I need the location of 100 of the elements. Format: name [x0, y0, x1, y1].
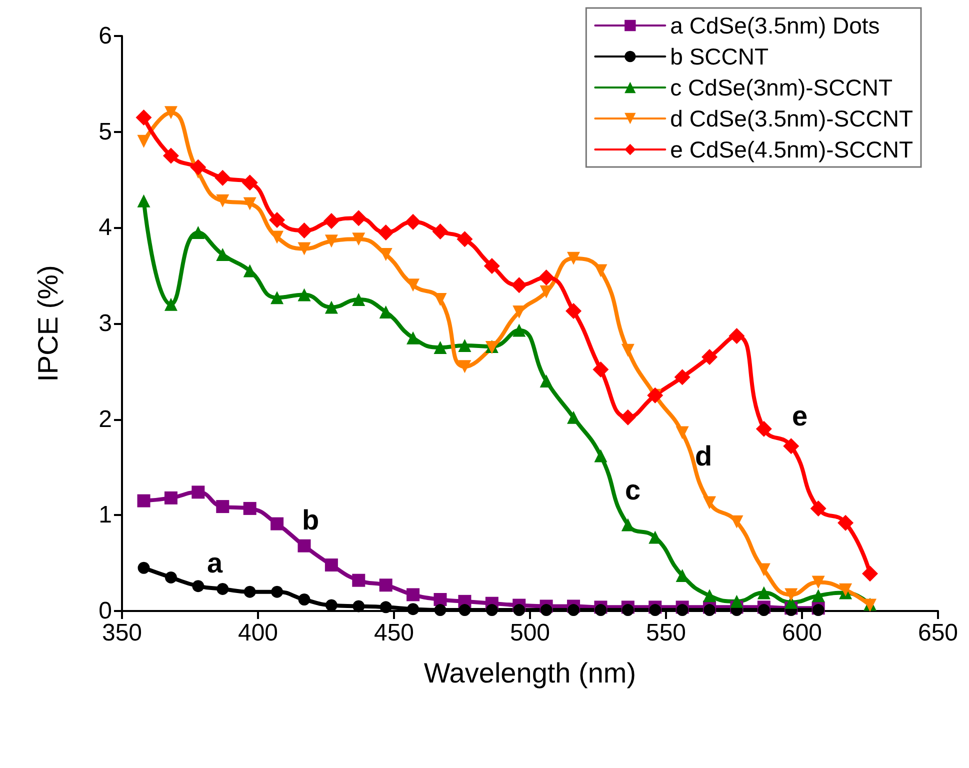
point [216, 500, 230, 514]
point [434, 593, 447, 606]
x-tick-label: 550 [646, 620, 686, 646]
y-tick-label: 2 [98, 406, 112, 433]
legend-label: e CdSe(4.5nm)-SCCNT [670, 136, 914, 162]
point [812, 576, 825, 589]
x-axis-title: Wavelength (nm) [424, 658, 636, 688]
point [567, 410, 580, 424]
point [704, 604, 716, 616]
point [352, 574, 366, 587]
point [214, 170, 231, 186]
point [352, 293, 366, 306]
y-tick-label: 3 [98, 310, 112, 337]
point [676, 426, 689, 440]
point [649, 604, 662, 616]
point [434, 293, 447, 306]
point [378, 224, 394, 240]
point [298, 539, 311, 552]
point [757, 563, 770, 576]
point [728, 328, 745, 344]
point [269, 212, 286, 228]
point [756, 420, 772, 437]
point [352, 232, 366, 246]
x-tick-label: 400 [238, 620, 278, 646]
point [758, 604, 770, 616]
point [702, 349, 718, 366]
point [812, 589, 825, 602]
y-tick-label: 4 [98, 214, 112, 242]
point [703, 589, 716, 602]
point [484, 258, 500, 274]
point [432, 224, 448, 240]
point [271, 586, 284, 598]
point [568, 604, 580, 616]
point [243, 502, 256, 515]
point [380, 601, 392, 614]
point [512, 324, 526, 337]
point [703, 496, 716, 510]
point [352, 600, 365, 612]
point [567, 252, 580, 265]
point [862, 566, 878, 582]
annotation: e [792, 400, 808, 432]
point [137, 494, 150, 508]
point [620, 409, 636, 426]
point [538, 270, 554, 286]
legend-label: c CdSe(3nm)-SCCNT [670, 74, 893, 100]
point [839, 583, 852, 596]
point [838, 514, 854, 531]
point [486, 604, 498, 616]
point [434, 604, 446, 616]
point [323, 212, 340, 229]
x-tick-label: 600 [782, 620, 822, 646]
point [298, 594, 310, 606]
point [810, 500, 826, 516]
point [216, 582, 229, 595]
point [406, 588, 420, 602]
x-tick-label: 500 [510, 620, 550, 646]
point [379, 578, 392, 592]
point [242, 174, 258, 191]
point [164, 491, 178, 504]
y-tick-label: 1 [98, 502, 112, 529]
point [243, 197, 256, 210]
x-tick-label: 450 [374, 620, 414, 646]
point [137, 134, 150, 148]
legend-label: a CdSe(3.5nm) Dots [670, 12, 880, 38]
point [456, 231, 473, 248]
point [350, 210, 367, 226]
point [164, 106, 178, 120]
point [676, 604, 688, 616]
point [511, 277, 528, 294]
point [162, 148, 179, 164]
point [784, 588, 798, 602]
x-tick-label: 650 [918, 620, 958, 646]
point [622, 604, 634, 616]
annotation: c [625, 474, 641, 506]
annotation: a [207, 548, 223, 578]
point [540, 285, 553, 298]
point [592, 362, 609, 378]
point [164, 571, 177, 584]
point [244, 586, 256, 598]
point [325, 599, 338, 612]
point [324, 558, 338, 572]
point [812, 604, 824, 616]
point [434, 340, 447, 354]
point [407, 603, 420, 616]
point [594, 264, 608, 278]
point [757, 586, 770, 600]
point [270, 517, 284, 530]
point [324, 300, 338, 314]
point [138, 562, 150, 574]
point [674, 369, 690, 386]
point [540, 604, 552, 616]
point [192, 580, 204, 592]
y-tick-label: 6 [98, 22, 112, 50]
point [296, 222, 312, 239]
point [621, 518, 634, 532]
point [406, 278, 420, 292]
point [406, 331, 420, 344]
point [513, 604, 526, 616]
point [540, 374, 553, 388]
legend-label: b SCCNT [670, 44, 769, 70]
